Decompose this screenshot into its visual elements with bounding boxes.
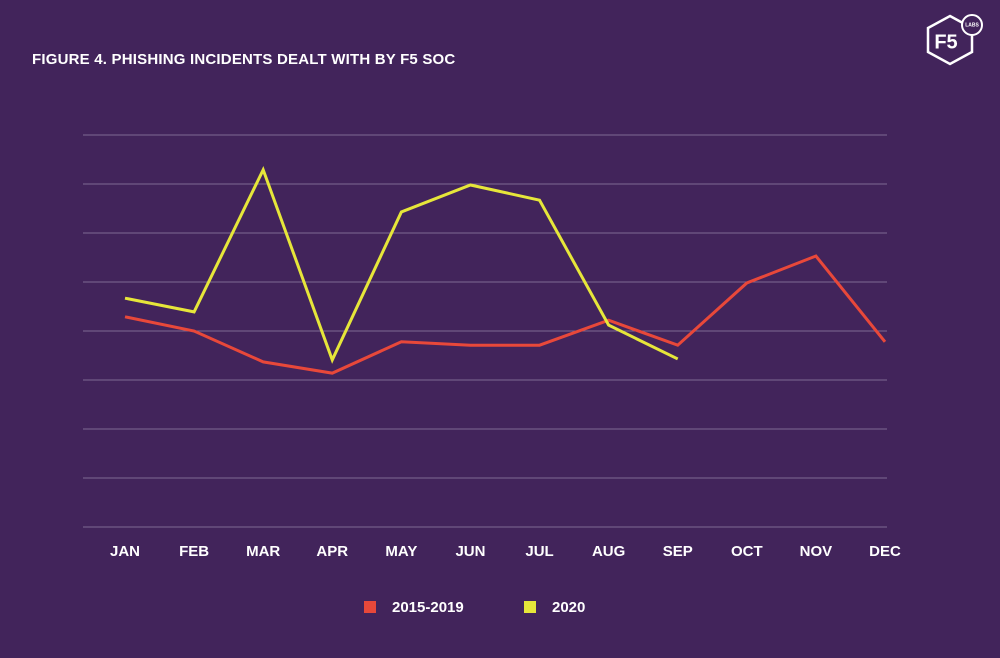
x-tick-label: JUN xyxy=(455,543,485,560)
x-tick-label: JAN xyxy=(110,543,140,560)
legend-swatch xyxy=(364,601,376,613)
logo-badge-text: LABS xyxy=(965,22,979,28)
x-tick-label: MAY xyxy=(385,543,417,560)
legend-label: 2015-2019 xyxy=(392,599,464,616)
x-tick-label: OCT xyxy=(731,543,763,560)
x-tick-label: NOV xyxy=(800,543,833,560)
x-tick-label: SEP xyxy=(663,543,693,560)
x-tick-label: MAR xyxy=(246,543,280,560)
x-tick-label: APR xyxy=(316,543,348,560)
x-tick-label: FEB xyxy=(179,543,209,560)
series-line xyxy=(124,165,679,364)
chart-title: FIGURE 4. PHISHING INCIDENTS DEALT WITH … xyxy=(32,51,455,68)
logo: F5 LABS xyxy=(926,14,983,66)
legend-swatch xyxy=(524,601,536,613)
x-tick-label: JUL xyxy=(525,543,553,560)
logo-badge xyxy=(961,14,983,36)
x-tick-label: DEC xyxy=(869,543,901,560)
legend-label: 2020 xyxy=(552,599,585,616)
logo-text: F5 xyxy=(934,31,957,53)
series-line xyxy=(124,254,887,375)
x-tick-label: AUG xyxy=(592,543,625,560)
